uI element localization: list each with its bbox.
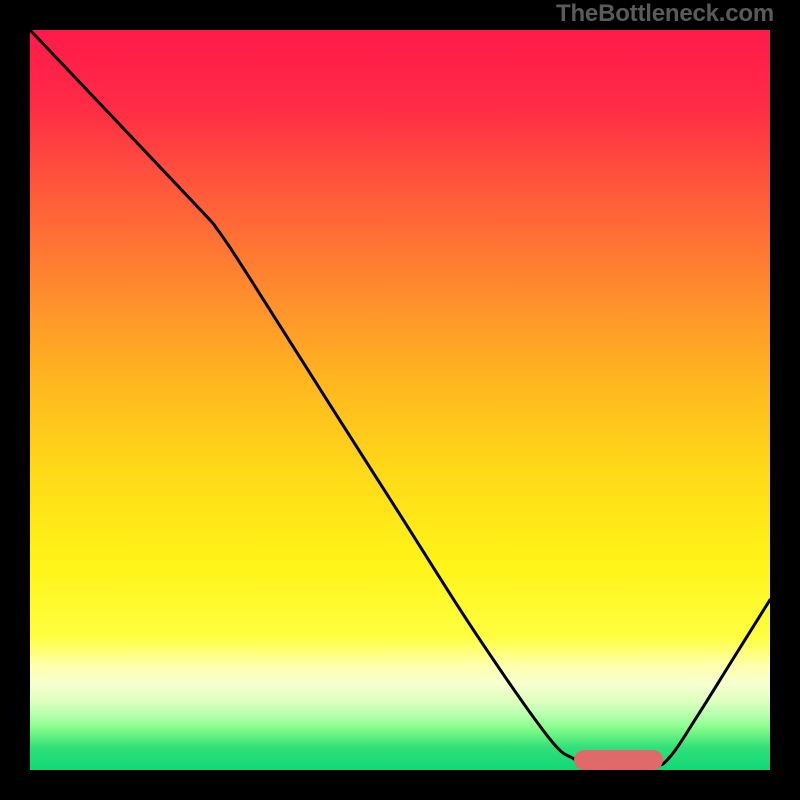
plot-area <box>30 30 770 770</box>
bottleneck-curve <box>30 30 770 767</box>
attribution-text: TheBottleneck.com <box>556 0 774 28</box>
bottom-marker <box>574 750 663 770</box>
curve-svg <box>30 30 770 770</box>
root: TheBottleneck.com <box>0 0 800 800</box>
plot-frame <box>30 30 770 770</box>
